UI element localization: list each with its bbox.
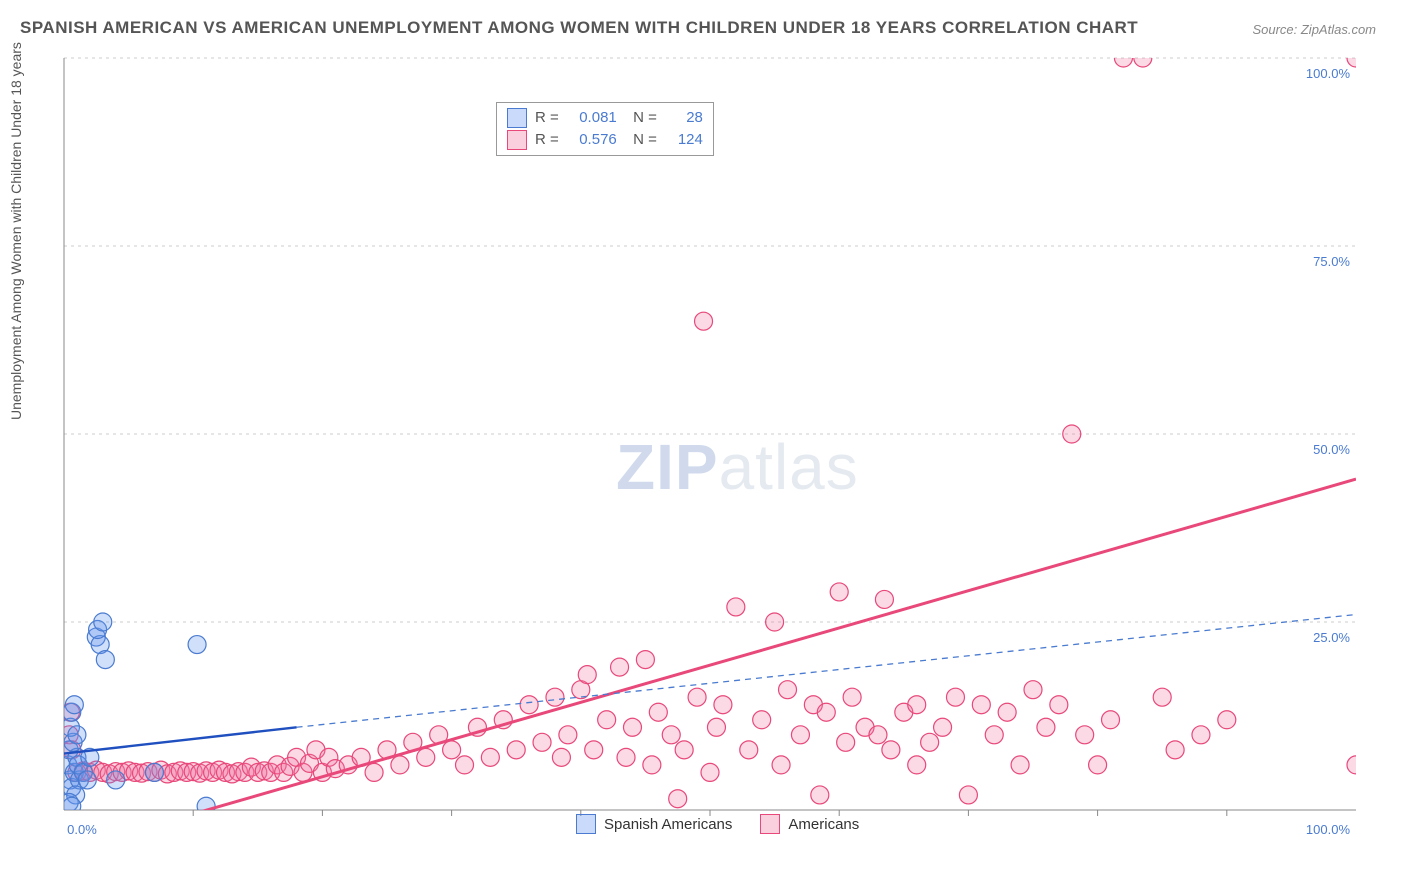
n-label: N = — [625, 129, 657, 151]
r-label: R = — [535, 129, 559, 151]
r-value-blue: 0.081 — [567, 107, 617, 129]
legend-label-pink: Americans — [788, 816, 859, 833]
chart-area: 25.0% 50.0% 75.0% 100.0% 0.0% 100.0% R = 0.08… — [56, 50, 1376, 840]
chart-title: SPANISH AMERICAN VS AMERICAN UNEMPLOYMEN… — [20, 18, 1138, 38]
swatch-blue-icon — [507, 108, 527, 128]
legend-label-blue: Spanish Americans — [604, 816, 732, 833]
series-legend: Spanish Americans Americans — [576, 814, 859, 834]
legend-item-blue: Spanish Americans — [576, 814, 732, 834]
n-value-pink: 124 — [665, 129, 703, 151]
scatter-plot: 25.0% 50.0% 75.0% 100.0% 0.0% 100.0% — [56, 50, 1376, 840]
svg-text:0.0%: 0.0% — [67, 822, 97, 837]
svg-text:50.0%: 50.0% — [1313, 442, 1350, 457]
swatch-pink-icon — [760, 814, 780, 834]
r-value-pink: 0.576 — [567, 129, 617, 151]
n-label: N = — [625, 107, 657, 129]
source-attribution: Source: ZipAtlas.com — [1252, 22, 1376, 37]
legend-row-blue: R = 0.081 N = 28 — [507, 107, 703, 129]
legend-row-pink: R = 0.576 N = 124 — [507, 129, 703, 151]
swatch-pink-icon — [507, 130, 527, 150]
legend-item-pink: Americans — [760, 814, 859, 834]
svg-text:100.0%: 100.0% — [1306, 66, 1351, 81]
svg-text:25.0%: 25.0% — [1313, 630, 1350, 645]
n-value-blue: 28 — [665, 107, 703, 129]
swatch-blue-icon — [576, 814, 596, 834]
r-label: R = — [535, 107, 559, 129]
y-axis-label: Unemployment Among Women with Children U… — [8, 42, 24, 420]
svg-text:75.0%: 75.0% — [1313, 254, 1350, 269]
svg-text:100.0%: 100.0% — [1306, 822, 1351, 837]
correlation-legend: R = 0.081 N = 28 R = 0.576 N = 124 — [496, 102, 714, 156]
